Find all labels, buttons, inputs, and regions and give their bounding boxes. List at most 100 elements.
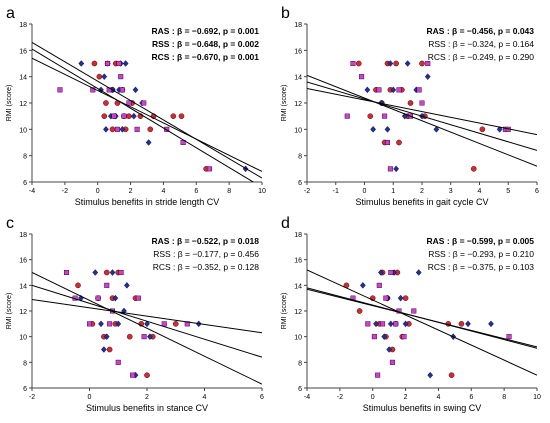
y-tick-label: 12: [294, 101, 302, 108]
y-axis-label: RMI (score): [281, 85, 288, 122]
point-ras: [458, 321, 465, 327]
panel-a: a 6 8 10 12 14 16 18 -4 -2 0 2 4 6 8 10 RMI (score) Stimu…: [6, 5, 266, 207]
point-rss: [370, 126, 376, 133]
y-tick-label: 10: [19, 127, 27, 134]
point-rcs: [161, 321, 167, 327]
y-tick-label: 14: [19, 75, 27, 82]
x-tick-label: -2: [29, 394, 35, 401]
point-rcs: [365, 321, 371, 327]
point-rcs: [359, 74, 365, 80]
point-rcs: [63, 270, 69, 276]
x-axis-label: Stimulus benefits in gait cycle CV: [355, 197, 488, 207]
x-tick-label: -4: [29, 188, 35, 195]
fit-line-rss: [32, 298, 262, 334]
point-rcs: [141, 100, 147, 106]
panel-label: a: [6, 5, 15, 22]
x-tick-label: -2: [304, 188, 310, 195]
y-tick-label: 10: [19, 335, 27, 342]
point-rcs: [350, 61, 356, 67]
point-rss: [130, 112, 137, 120]
point-rcs: [384, 139, 390, 145]
point-ras: [170, 113, 177, 119]
point-rss: [424, 73, 431, 80]
point-rss: [98, 86, 104, 94]
x-tick-label: 10: [258, 188, 266, 195]
stats-line: RAS : β = −0.522, p = 0.018: [152, 236, 260, 246]
x-tick-label: -1: [333, 188, 339, 195]
point-rss: [78, 60, 85, 67]
y-axis-label: RMI (score): [6, 293, 13, 330]
y-tick-label: 10: [294, 335, 302, 342]
point-rcs: [105, 61, 111, 67]
point-rcs: [425, 61, 431, 67]
point-rcs: [411, 308, 417, 314]
point-rcs: [119, 87, 125, 93]
point-rcs: [383, 295, 389, 301]
point-rss: [465, 320, 471, 328]
fit-line-rcs: [307, 288, 537, 348]
stats-line: RSS : β = −0.293, p = 0.210: [428, 249, 534, 259]
point-ras: [479, 126, 486, 133]
point-rss: [132, 86, 139, 94]
point-rss: [147, 333, 153, 340]
y-tick-label: 12: [19, 101, 27, 108]
point-rss: [122, 60, 129, 67]
y-tick-label: 8: [23, 154, 27, 161]
point-rss: [402, 320, 409, 328]
point-rcs: [104, 282, 110, 288]
point-ras: [448, 372, 455, 378]
point-rcs: [376, 87, 382, 93]
y-tick-label: 6: [298, 180, 302, 187]
point-ras: [367, 113, 374, 119]
point-ras: [402, 295, 409, 301]
panel-d: d 6 8 10 12 14 16 18 -4 -2 0 2 4 6 8 10 RMI (score) Stimu…: [281, 215, 541, 413]
point-rcs: [382, 113, 388, 119]
point-rss: [101, 346, 107, 353]
stats-line: RAS : β = −0.456, p = 0.043: [427, 26, 535, 36]
point-rss: [433, 126, 440, 133]
panel-label: b: [281, 5, 290, 22]
y-tick-label: 16: [19, 48, 27, 55]
point-ras: [126, 333, 133, 340]
y-tick-label: 14: [294, 75, 302, 82]
point-rss: [488, 320, 494, 328]
point-rss: [386, 346, 393, 353]
point-rcs: [126, 100, 132, 106]
point-rcs: [121, 113, 127, 119]
stats-line: RAS : β = −0.692, p = 0.001: [152, 26, 260, 36]
x-tick-label: 4: [161, 188, 165, 195]
y-tick-label: 6: [23, 180, 27, 187]
y-tick-label: 14: [294, 283, 302, 290]
x-tick-label: 6: [535, 188, 539, 195]
y-tick-label: 18: [19, 22, 27, 29]
point-rcs: [419, 100, 425, 106]
x-axis-label: Stimulus benefits in stride length CV: [75, 197, 220, 207]
fit-line-rcs: [32, 48, 255, 182]
y-tick-label: 18: [19, 232, 27, 239]
y-axis-label: RMI (score): [6, 85, 13, 122]
x-axis-label: Stimulus benefits in stance CV: [86, 403, 208, 413]
point-rss: [387, 60, 394, 67]
x-tick-label: 4: [203, 394, 207, 401]
x-tick-label: 8: [227, 188, 231, 195]
point-ras: [109, 126, 116, 133]
fit-line-ras: [307, 74, 537, 167]
point-rss: [92, 269, 99, 276]
point-rss: [393, 165, 399, 173]
point-rcs: [396, 87, 402, 93]
point-rss: [109, 269, 116, 276]
point-rcs: [130, 372, 136, 378]
y-tick-label: 12: [294, 309, 302, 316]
point-ras: [396, 139, 402, 146]
point-ras: [172, 321, 179, 327]
point-ras: [101, 113, 108, 119]
point-rcs: [135, 295, 141, 301]
x-tick-label: 5: [506, 188, 510, 195]
y-tick-label: 12: [19, 309, 27, 316]
point-rcs: [388, 270, 394, 276]
point-rss: [390, 86, 397, 94]
x-tick-label: -2: [62, 188, 68, 195]
point-ras: [144, 372, 150, 378]
point-rss: [103, 333, 110, 340]
y-tick-label: 14: [19, 283, 27, 290]
